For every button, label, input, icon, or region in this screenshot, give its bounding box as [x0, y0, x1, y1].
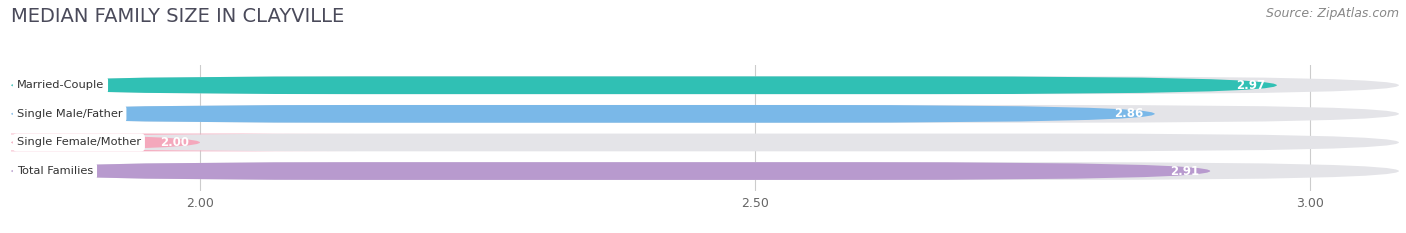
FancyBboxPatch shape [11, 76, 1399, 94]
FancyBboxPatch shape [11, 134, 1399, 151]
Text: Source: ZipAtlas.com: Source: ZipAtlas.com [1265, 7, 1399, 20]
FancyBboxPatch shape [0, 134, 356, 151]
FancyBboxPatch shape [11, 76, 1277, 94]
FancyBboxPatch shape [11, 105, 1154, 123]
Text: Single Female/Mother: Single Female/Mother [17, 137, 141, 147]
Text: Total Families: Total Families [17, 166, 93, 176]
FancyBboxPatch shape [11, 105, 1399, 123]
Text: 2.86: 2.86 [1115, 107, 1143, 120]
Text: MEDIAN FAMILY SIZE IN CLAYVILLE: MEDIAN FAMILY SIZE IN CLAYVILLE [11, 7, 344, 26]
FancyBboxPatch shape [11, 162, 1399, 180]
FancyBboxPatch shape [11, 162, 1211, 180]
Text: Married-Couple: Married-Couple [17, 80, 104, 90]
Text: 2.91: 2.91 [1170, 164, 1199, 178]
Text: 2.97: 2.97 [1237, 79, 1265, 92]
Text: 2.00: 2.00 [160, 136, 188, 149]
Text: Single Male/Father: Single Male/Father [17, 109, 122, 119]
